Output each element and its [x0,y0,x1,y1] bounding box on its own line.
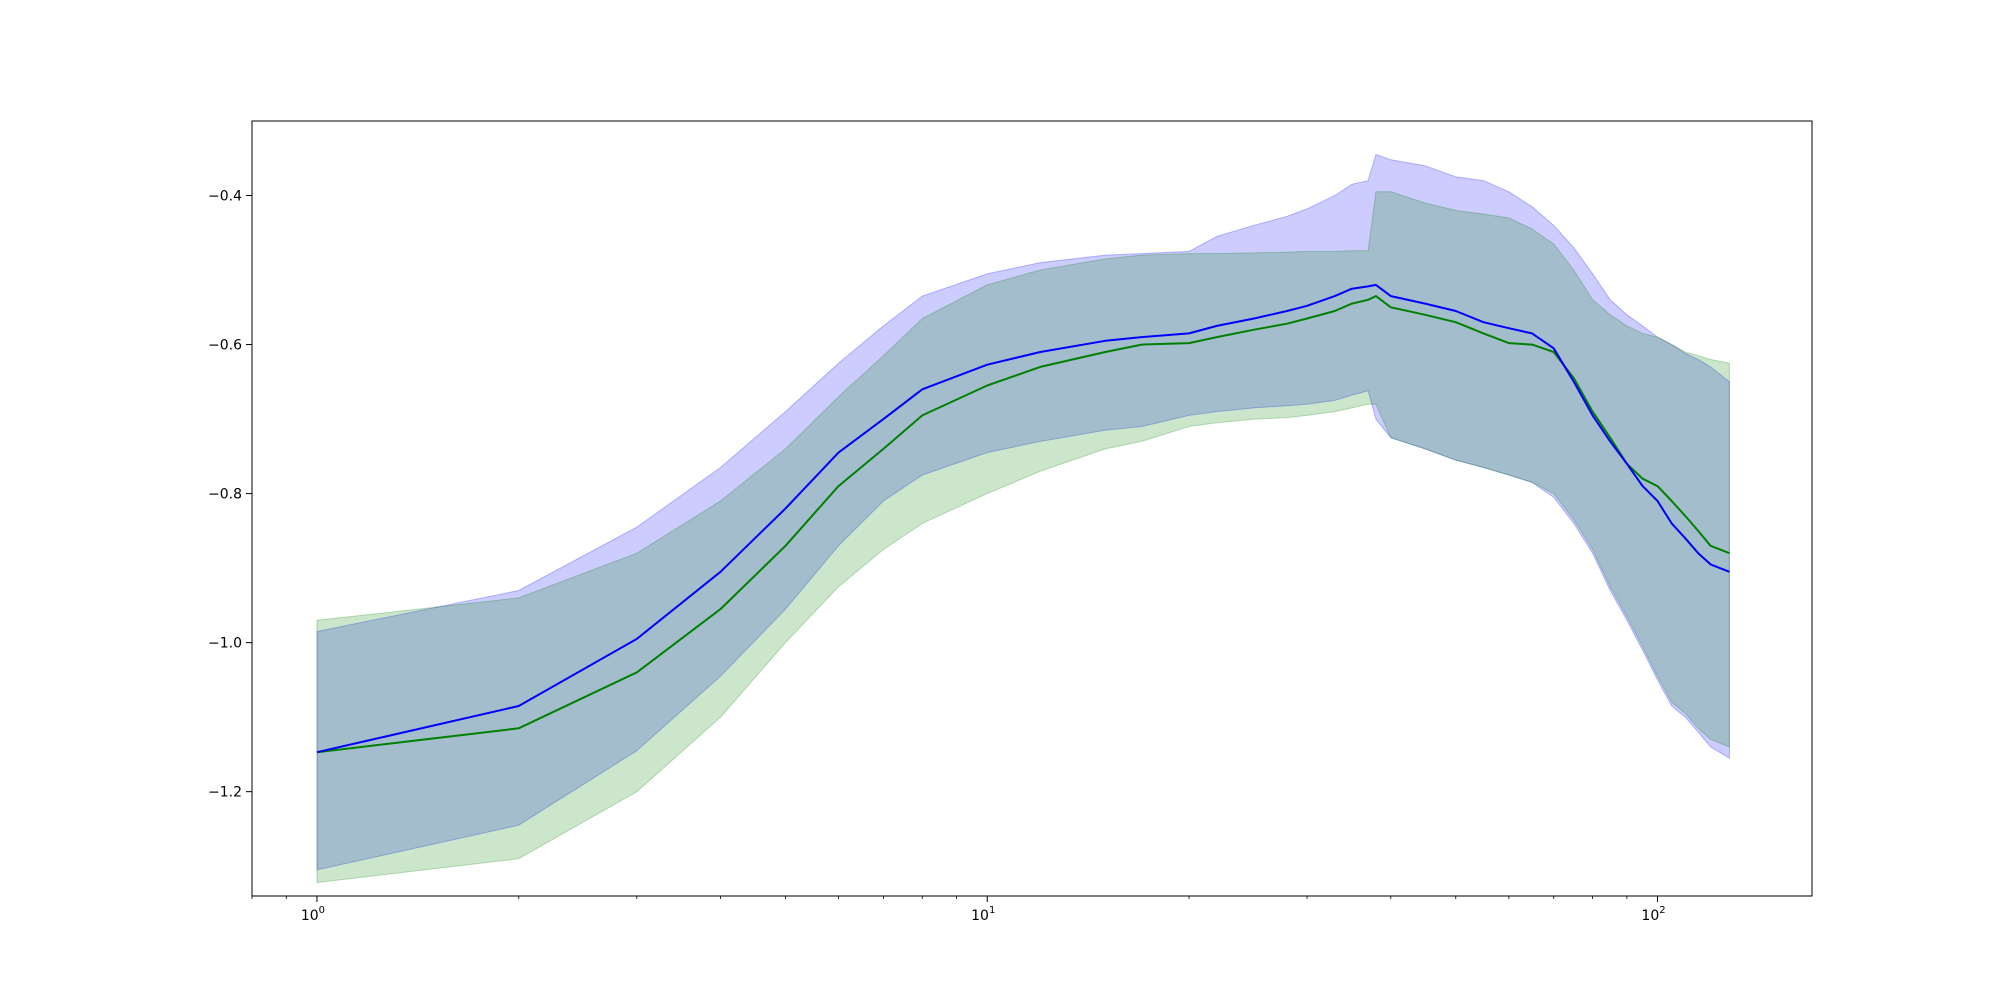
x-tick-label: 102 [1641,905,1665,924]
x-tick-label-exponent: 1 [989,905,995,916]
series-1-line [316,283,1730,754]
series-2-line [316,295,1730,754]
x-tick-label-base: 10 [971,908,989,924]
y-tick-label: −1.0 [208,636,242,652]
y-tick-label: −0.8 [208,487,242,503]
x-axis: 100 101 102 [251,896,1666,924]
x-tick-label: 100 [301,905,325,924]
x-tick-label-exponent: 0 [319,905,325,916]
x-tick-label: 101 [971,905,995,924]
x-tick-label-exponent: 2 [1659,905,1665,916]
y-axis: −1.2 −1.0 −0.8 −0.6 −0.4 [208,189,252,801]
confidence-bands [316,153,1730,884]
x-tick-label-base: 10 [1641,908,1659,924]
y-tick-label: −0.4 [208,189,242,205]
series-2-band [316,191,1730,884]
series-lines [316,283,1730,754]
plot-frame [251,120,1813,897]
series-1-band [316,153,1730,871]
y-tick-label: −1.2 [208,785,242,801]
x-tick-label-base: 10 [301,908,319,924]
y-tick-label: −0.6 [208,338,242,354]
